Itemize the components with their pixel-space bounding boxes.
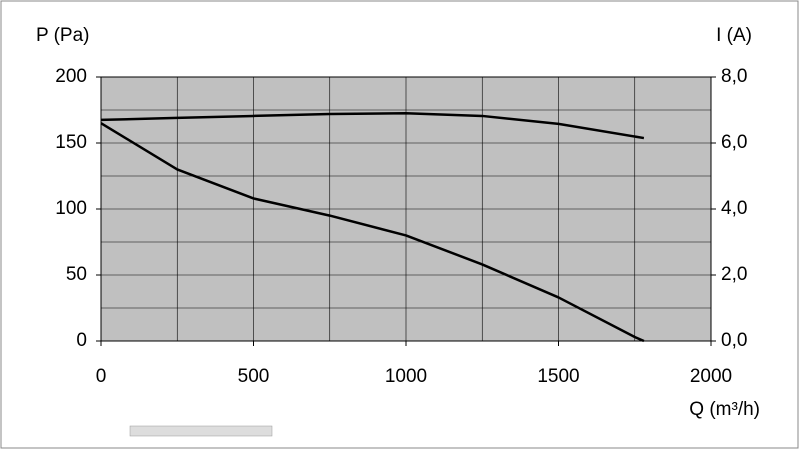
y2-axis-title: I (A) [716, 25, 752, 46]
series-line [100, 112, 645, 140]
y2-tick-label: 4,0 [721, 198, 747, 219]
y2-tick-label: 2,0 [721, 264, 747, 285]
series-line [100, 122, 645, 343]
x-tick-label: 2000 [690, 366, 732, 387]
y-tick-label: 50 [66, 264, 87, 285]
y2-tick-label: 8,0 [721, 66, 747, 87]
x-tick-label: 1500 [537, 366, 579, 387]
x-axis-title: Q (m³/h) [689, 399, 760, 420]
x-tick-label: 0 [96, 366, 107, 387]
y-tick-label: 200 [55, 66, 87, 87]
x-tick-label: 500 [238, 366, 270, 387]
y-axis-title: P (Pa) [36, 25, 90, 46]
y-tick-label: 150 [55, 132, 87, 153]
toolbar-icons [129, 425, 273, 437]
y2-tick-label: 0,0 [721, 330, 747, 351]
y2-tick-label: 6,0 [721, 132, 747, 153]
y-tick-label: 0 [76, 330, 87, 351]
x-tick-label: 1000 [385, 366, 427, 387]
y-tick-label: 100 [55, 198, 87, 219]
